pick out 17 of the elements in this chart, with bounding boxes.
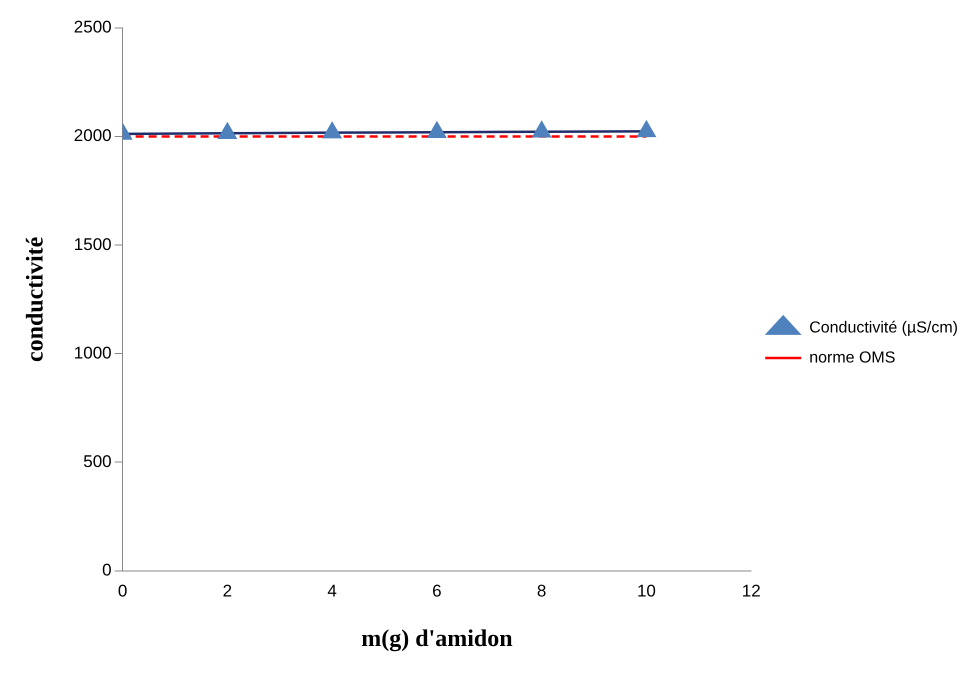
y-tick-label: 1500 [74, 234, 112, 254]
legend-label: Conductivité (µS/cm) [809, 319, 958, 336]
x-axis-title: m(g) d'amidon [361, 626, 513, 652]
x-tick-label: 12 [742, 582, 761, 601]
y-tick-label: 0 [102, 560, 112, 580]
x-tick-label: 6 [432, 582, 442, 601]
x-tick-label: 8 [536, 582, 546, 601]
x-tick-label: 10 [636, 582, 656, 601]
legend-label: norme OMS [809, 349, 896, 366]
y-axis-title: conductivité [22, 236, 49, 362]
y-tick-label: 1000 [74, 343, 112, 362]
x-tick-label: 2 [222, 582, 232, 601]
x-tick-label: 0 [118, 582, 128, 601]
x-tick-label: 4 [327, 582, 337, 601]
y-tick-label: 500 [83, 452, 112, 471]
y-tick-label: 2500 [74, 18, 112, 37]
y-tick-label: 2000 [74, 126, 112, 146]
